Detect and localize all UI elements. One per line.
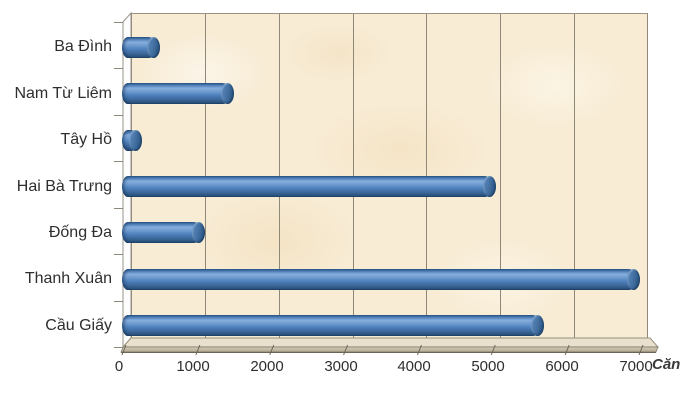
category-label: Hai Bà Trưng <box>16 178 112 195</box>
category-label: Đống Đa <box>48 224 112 241</box>
category-label: Tây Hồ <box>60 131 112 148</box>
gridline <box>574 14 575 339</box>
bar-end-cap <box>627 269 640 290</box>
bar-end-cap <box>192 222 205 243</box>
x-axis-tick-label: 7000 <box>619 358 653 375</box>
value-axis-tick <box>269 344 275 356</box>
x-axis-tick-label: 0 <box>114 358 124 375</box>
bar-end-cap <box>483 176 496 197</box>
x-axis-tick-label: 4000 <box>397 358 431 375</box>
x-axis-tick-label: 6000 <box>545 358 579 375</box>
bar-end-cap <box>129 130 142 151</box>
value-axis-tick <box>638 344 644 356</box>
x-axis-tick-label: 2000 <box>250 358 284 375</box>
bar-6 <box>122 269 640 290</box>
bar-3 <box>122 130 142 151</box>
category-axis-tick <box>114 68 123 69</box>
gridline <box>647 14 648 339</box>
category-axis-tick <box>114 301 123 302</box>
axis-unit-label: Căn <box>652 356 681 373</box>
bar-7 <box>122 315 544 336</box>
x-axis-tick-label: 1000 <box>176 358 210 375</box>
x-axis-tick-label: 5000 <box>471 358 505 375</box>
gridline <box>500 14 501 339</box>
bar-1 <box>122 37 160 58</box>
category-axis-tick <box>114 208 123 209</box>
value-axis-tick <box>416 344 422 356</box>
value-axis-tick <box>343 344 349 356</box>
category-label: Thanh Xuân <box>24 270 112 287</box>
value-axis-ticks <box>121 344 644 356</box>
value-axis-tick <box>564 344 570 356</box>
bar-end-cap <box>147 37 160 58</box>
bar-end-cap <box>531 315 544 336</box>
value-axis-tick <box>195 344 201 356</box>
category-axis-tick <box>114 254 123 255</box>
x-axis-tick-label: 3000 <box>324 358 358 375</box>
bar-4 <box>122 176 496 197</box>
value-axis-tick <box>490 344 496 356</box>
bar-5 <box>122 222 205 243</box>
category-axis-tick <box>114 22 123 23</box>
category-label: Cầu Giấy <box>45 317 112 334</box>
category-axis-tick <box>114 115 123 116</box>
bar-2 <box>122 83 234 104</box>
bar-end-cap <box>221 83 234 104</box>
value-axis-tick <box>121 344 127 356</box>
category-label: Ba Đình <box>54 38 112 55</box>
category-axis-tick <box>114 161 123 162</box>
category-label: Nam Từ Liêm <box>14 85 112 102</box>
category-axis-tick <box>114 347 123 348</box>
